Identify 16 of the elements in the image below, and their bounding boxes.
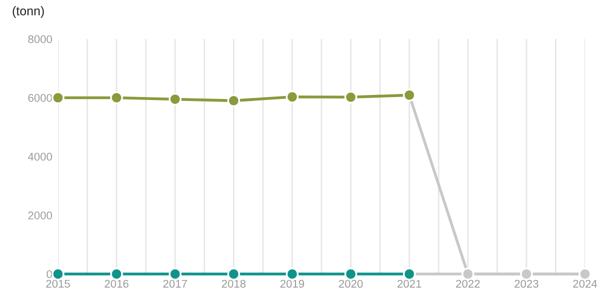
x-tick-label: 2023: [514, 280, 538, 288]
y-tick-label: 6000: [28, 94, 52, 102]
x-tick-label: 2022: [456, 280, 480, 288]
x-tick-label: 2018: [222, 280, 246, 288]
x-tick-label: 2024: [573, 280, 598, 288]
x-tick-label: 2015: [46, 280, 70, 288]
x-tick-label: 2016: [104, 280, 128, 288]
y-tick-label: 0: [46, 270, 52, 278]
y-axis-title: (tonn): [12, 6, 44, 18]
y-tick-label: 8000: [28, 35, 52, 44]
y-tick-label: 4000: [28, 152, 52, 161]
x-tick-label: 2020: [338, 280, 363, 288]
x-tick-label: 2019: [280, 280, 304, 288]
y-tick-label: 2000: [28, 212, 52, 220]
x-tick-label: 2017: [163, 280, 187, 288]
x-tick-label: 2021: [398, 280, 422, 288]
